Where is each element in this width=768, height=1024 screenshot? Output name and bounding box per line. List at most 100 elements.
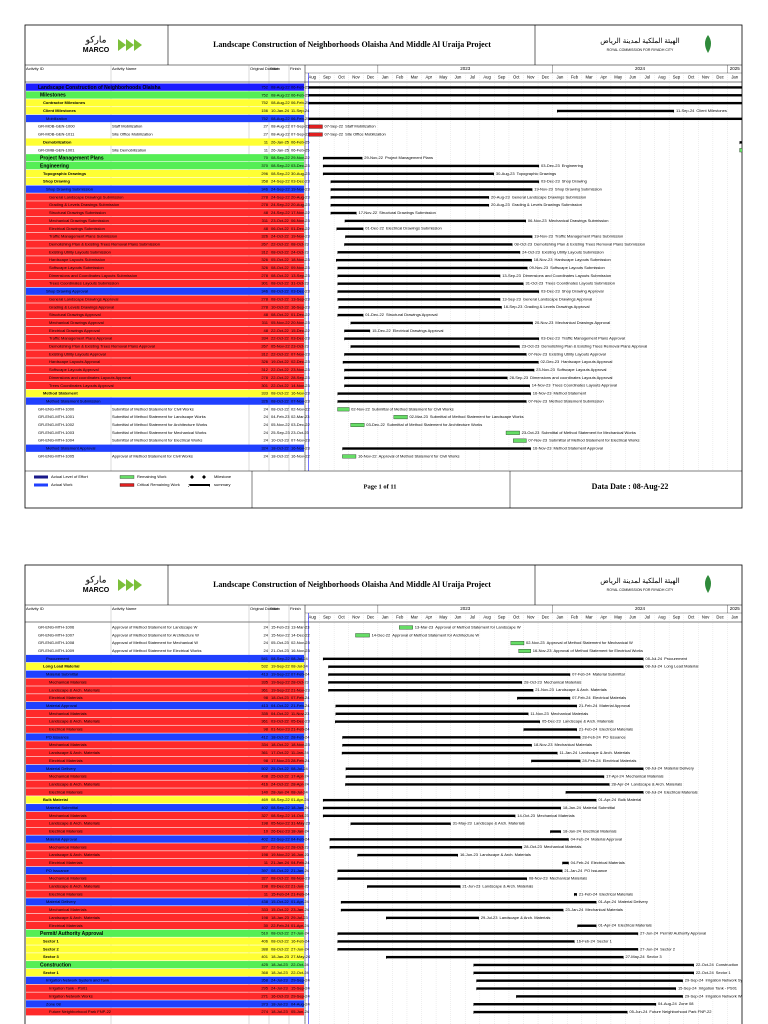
bar-label: 07-Nov-23 Method Statement Submission (528, 398, 603, 403)
year-label: 2025 (730, 606, 741, 611)
bar-label-date: 13-Sep-23 (502, 296, 521, 301)
bar-label: 01-Dec-22 Electrical Drawings Submission (365, 226, 441, 231)
bar-label-name: Sector 2 (660, 946, 676, 951)
row-band (26, 654, 304, 663)
month-label: Oct (513, 75, 520, 80)
duration: 98 (264, 758, 269, 763)
row-band (26, 303, 304, 311)
bar-label-date: 20-Nov-23 (535, 320, 554, 325)
bar-label-date: 21-Jan-24 (564, 868, 583, 873)
summary-bar (573, 893, 577, 896)
legend-swatch (34, 483, 48, 487)
start: 08-Oct-22 (271, 273, 290, 278)
month-label: May (614, 75, 623, 80)
bar-label: 22-Oct-24 Sector 1 (696, 970, 731, 975)
start: 15-Oct-22 (271, 899, 290, 904)
activity-bar (350, 423, 365, 427)
duration: 11 (264, 139, 269, 144)
summary-bar (557, 109, 675, 113)
start: 08-Sep-22 (271, 813, 290, 818)
summary-bar (357, 853, 458, 857)
start: 22-Sep-22 (271, 844, 290, 849)
summary-bar (345, 235, 533, 238)
bar-label: 16-Jun-23 Landscape & Arch. Materials (460, 852, 531, 857)
duration: 11 (264, 860, 269, 865)
bar-label-date: 21-Feb-24 (579, 891, 598, 896)
activity-name: Trees Coordinates Layouts Approval (49, 383, 114, 388)
summary-end (308, 86, 310, 90)
month-label: Dec (367, 615, 374, 620)
bar-label-name: Landscape & Arch. Materials (500, 915, 551, 920)
finish: 21-Jan-24 (291, 868, 310, 873)
bar-label: 06-Feb-25Demobilization (746, 139, 768, 144)
row-band (26, 796, 304, 804)
row-band (26, 709, 304, 718)
duration: 198 (261, 821, 268, 826)
finish: 28-Sep-23 (291, 375, 310, 380)
bar-label-name: Mechanical Materials (544, 844, 582, 849)
bar-label: 28-Apr-24 Landscape & Arch. Materials (611, 781, 682, 786)
finish: 09-Nov-23 (291, 265, 310, 270)
activity-name: Sector 3 (43, 954, 60, 959)
month-label: Aug (658, 615, 666, 620)
bar-label: 03-Dec-23 Shop Drawing (541, 179, 587, 184)
column-header: Activity Name (112, 606, 137, 611)
finish: 03-Dec-23 (291, 289, 310, 294)
activity-name: Electrical Materials (49, 758, 83, 763)
bar-label-name: Electrical Drawings Approval (393, 328, 444, 333)
bar-label: 13-Sep-23 Dimensions and Coordinates Layo… (502, 273, 611, 278)
bar-label: 05-Jun-24 Future Neighborhood Park FNP-22 (629, 1009, 712, 1014)
bar-label-name: Submittal of Method Statement for Civil … (372, 406, 454, 411)
month-label: Jan (731, 75, 738, 80)
activity-name: Hardscape Layouts Submission (49, 257, 105, 262)
start: 08-Oct-22 (271, 398, 290, 403)
row-band (26, 827, 304, 835)
row-band (26, 945, 304, 953)
finish: 11-Jan-24 (291, 750, 309, 755)
activity-id: GR-ENG-MTH-1009 (38, 648, 75, 653)
bar-label-date: 08-Jul-24 (645, 766, 662, 771)
month-label: Oct (513, 615, 520, 620)
row-band (26, 350, 304, 358)
bar-label: 04-Feb-24 Electrical Materials (571, 860, 625, 865)
bar-label-name: Mechanical Materials (551, 711, 589, 716)
bar-label-name: Structural Drawings Approval (386, 312, 438, 317)
finish: 07-Nov-23 (291, 438, 310, 443)
bar-label-name: Traffic Management Plans Submission (555, 234, 623, 239)
activity-name: Milestones (40, 93, 66, 99)
summary-bar (308, 94, 742, 97)
summary-bar (350, 822, 451, 825)
activity-name: Electrical Materials (49, 695, 83, 700)
summary-bar (337, 282, 524, 285)
bar-label-name: Approval of Method Statement for Mechani… (547, 640, 633, 645)
bar-label: 07-Feb-24 Material Submittal (572, 672, 625, 677)
bar-label-date: 07-Sep-22 (324, 132, 343, 137)
duration: 278 (261, 296, 268, 301)
month-label: Sep (498, 75, 506, 80)
summary-bar (330, 211, 357, 215)
row-band (26, 859, 304, 867)
finish: 06-Feb-25 (291, 139, 310, 144)
bar-label-name: Submittal of Method Statement for Landsc… (430, 414, 524, 419)
activity-id: GR-ENG-MTH-1001 (38, 414, 75, 419)
bar-label: 21-Feb-24 Electrical Materials (579, 891, 633, 896)
bar-label-name: General Landscape Drawings Approval (523, 296, 592, 301)
finish: 20-Aug-23 (291, 194, 310, 199)
bar-label: 20-Aug-23 Grading & Levels Drawings Submi… (491, 202, 582, 207)
row-band (26, 882, 304, 890)
bar-label: 20-Aug-23 General Landscape Drawings Subm… (491, 194, 586, 199)
bar-label-name: Approval of Method Statement for Landsca… (435, 624, 521, 629)
start: 22-Sep-22 (271, 836, 290, 841)
row-band (26, 686, 304, 694)
month-label: Jan (382, 615, 389, 620)
legend-label: summary (214, 482, 230, 487)
summary-bar (350, 345, 520, 348)
duration: 412 (261, 734, 268, 739)
activity-name: Shop Drawing Submission (46, 187, 93, 192)
duration: 502 (261, 766, 268, 771)
bar-label-name: Procurement (664, 656, 688, 661)
bar-label-name: Mechanical Materials (537, 813, 575, 818)
start: 05-Oct-22 (271, 257, 290, 262)
bar-label: 31-Oct-23 Trees Coordinates Layouts Submi… (526, 281, 615, 286)
bar-label: 02-Mar-23 Submittal of Method Statement f… (409, 414, 523, 419)
